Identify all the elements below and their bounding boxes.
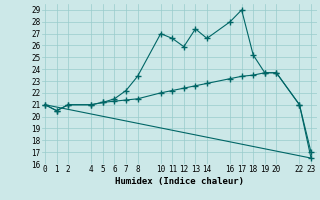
X-axis label: Humidex (Indice chaleur): Humidex (Indice chaleur) bbox=[115, 177, 244, 186]
